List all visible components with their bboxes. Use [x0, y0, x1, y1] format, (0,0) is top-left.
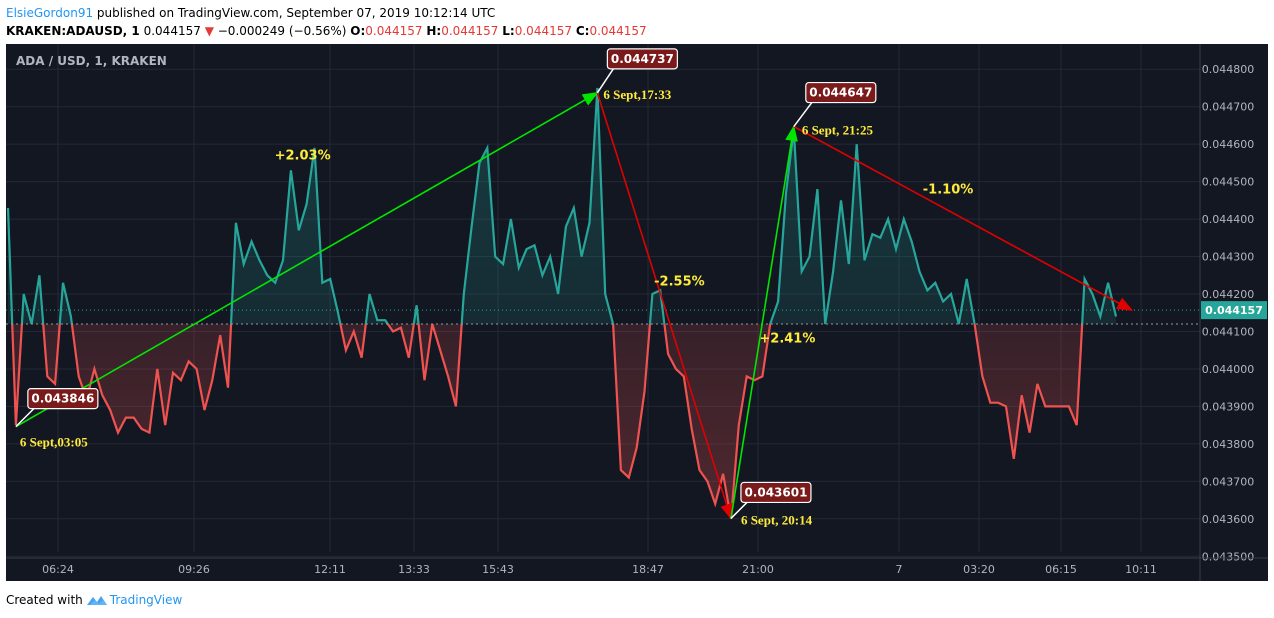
y-tick-label: 0.043600 [1202, 513, 1255, 526]
y-tick-label: 0.044600 [1202, 138, 1255, 151]
price-callout-label: 0.043601 [744, 485, 807, 499]
area-below-baseline [8, 323, 1116, 519]
y-tick-label: 0.044400 [1202, 213, 1255, 226]
x-tick-label: 13:33 [398, 563, 430, 576]
x-tick-label: 10:11 [1125, 563, 1157, 576]
x-tick-label: 15:43 [482, 563, 514, 576]
price-callout-box [805, 81, 877, 104]
high-value: 0.044157 [441, 24, 499, 38]
callout-date-label: 6 Sept,17:33 [603, 87, 671, 102]
y-tick-label: 0.043800 [1202, 438, 1255, 451]
callout-date-label: 6 Sept,03:05 [20, 435, 88, 450]
area-above-baseline [8, 88, 1116, 324]
callout-date-label: 6 Sept, 20:14 [741, 512, 813, 527]
series-line-below [11, 323, 1084, 519]
symbol-label: KRAKEN:ADAUSD, 1 [6, 24, 140, 38]
footer: Created with TradingView [6, 593, 182, 607]
y-tick-label: 0.043900 [1202, 400, 1255, 413]
close-value: 0.044157 [589, 24, 647, 38]
move-percent-label: +2.41% [759, 331, 815, 346]
move-percent-label: -2.55% [654, 275, 705, 290]
move-percent-label: +2.03% [275, 149, 331, 164]
y-tick-label: 0.043700 [1202, 475, 1255, 488]
x-tick-label: 18:47 [632, 563, 664, 576]
trend-arrow [596, 92, 733, 520]
callout-pointer [596, 68, 614, 94]
x-tick-label: 09:26 [178, 563, 210, 576]
last-price: 0.044157 [143, 24, 201, 38]
y-tick-label: 0.044300 [1202, 251, 1255, 264]
callout-pointer [793, 102, 813, 128]
trend-arrow [793, 125, 1134, 311]
author-link[interactable]: ElsieGordon91 [6, 6, 94, 20]
chart-header: ElsieGordon91 published on TradingView.c… [6, 4, 1266, 42]
y-tick-label: 0.044100 [1202, 325, 1255, 338]
callout-pointer [15, 408, 35, 428]
y-tick-label: 0.044200 [1202, 288, 1255, 301]
price-callout-label: 0.044647 [809, 86, 872, 100]
high-label: H: [426, 24, 442, 38]
x-tick-label: 21:00 [742, 563, 774, 576]
callout-pointer [730, 501, 748, 519]
chart-title: ADA / USD, 1, KRAKEN [16, 54, 167, 68]
current-price-label: 0.044157 [1205, 304, 1263, 317]
grid-lines [6, 44, 1200, 557]
created-with-label: Created with [6, 593, 83, 607]
price-callout-box [27, 388, 99, 410]
price-callout-label: 0.044737 [611, 52, 674, 66]
move-percent-label: -1.10% [923, 182, 974, 197]
price-chart[interactable]: +2.03% -2.55% +2.41% -1.10% 0.043846 6 Sept,0… [6, 44, 1268, 581]
x-tick-label: 03:20 [963, 563, 995, 576]
open-label: O: [350, 24, 366, 38]
ohlc-line: KRAKEN:ADAUSD, 1 0.044157 ▼ −0.000249 (−… [6, 24, 647, 38]
price-series [6, 87, 1200, 519]
triangle-down-icon: ▼ [204, 24, 214, 38]
current-price-tag [1201, 301, 1267, 320]
publish-info: published on TradingView.com, September … [96, 6, 496, 20]
close-label: C: [575, 24, 590, 38]
price-callout-label: 0.043846 [31, 392, 94, 406]
x-tick-label: 12:11 [314, 563, 346, 576]
x-tick-label: 06:15 [1045, 563, 1077, 576]
callout-date-label: 6 Sept, 21:25 [802, 123, 874, 138]
price-callout-box [606, 48, 678, 70]
series-line-above [6, 87, 1118, 324]
price-change: −0.000249 (−0.56%) [217, 24, 347, 38]
axes: 0.044800 0.044700 0.044600 0.044500 0.044400… [6, 44, 1268, 581]
y-tick-label: 0.043500 [1202, 550, 1255, 563]
low-value: 0.044157 [514, 24, 572, 38]
trend-arrow [730, 124, 798, 519]
x-tick-label: 7 [896, 563, 903, 576]
y-tick-label: 0.044800 [1202, 63, 1255, 76]
y-tick-label: 0.044500 [1202, 176, 1255, 189]
chart-background [6, 44, 1268, 581]
tradingview-logo-icon [86, 596, 107, 605]
y-tick-label: 0.044000 [1202, 363, 1255, 376]
open-value: 0.044157 [365, 24, 423, 38]
low-label: L: [502, 24, 515, 38]
publish-line: ElsieGordon91 published on TradingView.c… [6, 6, 495, 20]
price-callout-box [740, 481, 812, 504]
x-tick-label: 06:24 [42, 563, 74, 576]
y-tick-label: 0.044700 [1202, 101, 1255, 114]
annotations: +2.03% -2.55% +2.41% -1.10% 0.043846 6 Sept,0… [15, 48, 1134, 527]
tradingview-link[interactable]: TradingView [109, 593, 183, 607]
trend-arrow [15, 92, 599, 428]
